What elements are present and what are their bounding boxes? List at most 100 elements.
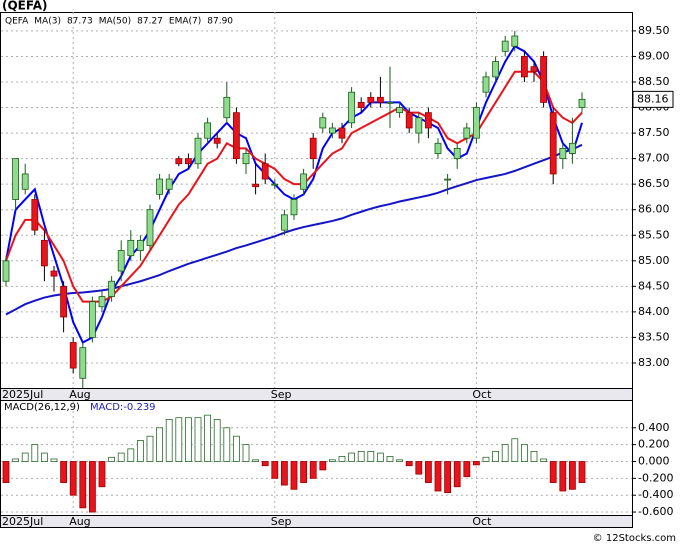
macd-bar	[242, 444, 250, 462]
x-tick-label: 2025Jul	[2, 388, 43, 401]
candle-body	[367, 96, 375, 103]
y-tick-label: 84.50	[638, 279, 670, 292]
candle-body	[69, 342, 77, 369]
candle-body	[530, 66, 538, 73]
candle-body	[434, 142, 442, 154]
macd-bar	[530, 450, 538, 462]
macd-bar	[60, 461, 67, 483]
candle-body	[108, 280, 115, 297]
candle-body	[338, 127, 346, 139]
macd-bar	[569, 461, 576, 490]
macd-bar	[463, 461, 471, 478]
y-tick-label: 89.50	[638, 24, 670, 37]
x-tick-label: Sep	[271, 388, 292, 401]
macd-bar	[348, 452, 356, 462]
macd-bar	[405, 461, 413, 467]
macd-bar	[232, 435, 240, 462]
copyright: © 12Stocks.com	[593, 533, 676, 544]
legend-text: 87.90	[207, 17, 233, 27]
macd-bar	[261, 461, 269, 467]
macd-bar	[146, 435, 154, 462]
macd-bar	[444, 461, 452, 494]
candle-body	[376, 96, 384, 103]
legend-text: MA(50)	[99, 17, 131, 27]
macd-bar	[204, 414, 212, 462]
candle-body	[79, 347, 87, 379]
candle-body	[2, 260, 10, 282]
candle-body	[175, 158, 183, 165]
macd-bar	[396, 459, 404, 462]
candle-body	[261, 163, 269, 180]
macd-params: MACD(26,12,9)	[4, 402, 80, 413]
macd-bar	[194, 417, 202, 462]
y-tick-label: 0.400	[638, 421, 670, 434]
y-tick-label: -0.200	[638, 471, 673, 484]
candle-body	[280, 214, 288, 231]
y-tick-label: 87.00	[638, 152, 670, 165]
macd-bar	[319, 461, 327, 471]
macd-bar	[424, 461, 432, 483]
candle-body	[232, 112, 240, 160]
macd-bar	[290, 461, 298, 490]
macd-bar	[108, 456, 115, 462]
y-tick-label: 87.50	[638, 126, 670, 139]
macd-bar	[223, 427, 231, 462]
x-tick-label: Sep	[271, 515, 292, 528]
macd-bar	[300, 461, 308, 483]
y-tick-label: 84.00	[638, 305, 670, 318]
legend-text: QEFA	[5, 17, 29, 27]
macd-bar	[50, 458, 58, 462]
date-strip	[0, 388, 633, 401]
macd-bar	[472, 461, 480, 466]
macd-bar	[578, 461, 586, 483]
macd-bar	[31, 444, 39, 462]
macd-bar	[136, 440, 144, 462]
macd-bar	[521, 444, 528, 462]
macd-bar	[376, 452, 384, 462]
candle-body	[357, 102, 365, 108]
candle-body	[424, 112, 432, 129]
price-tag-label: 88.16	[637, 92, 669, 105]
candle-body	[223, 96, 231, 119]
y-tick-label: 83.50	[638, 330, 670, 343]
y-tick-label: -0.400	[638, 488, 673, 501]
date-strip	[0, 515, 633, 528]
candle-body	[463, 127, 471, 139]
candle-body	[348, 91, 356, 124]
candle-body	[319, 117, 327, 129]
candle-body	[146, 209, 154, 246]
macd-bar	[453, 461, 461, 488]
candle-body	[559, 148, 567, 160]
x-tick-label: Oct	[472, 515, 492, 528]
candle-body	[492, 61, 500, 78]
y-tick-label: 86.50	[638, 177, 670, 190]
candle-body	[12, 158, 20, 200]
candle-body	[549, 112, 557, 175]
candle-body	[60, 285, 67, 318]
candle-body	[415, 117, 423, 134]
chart-title: (QEFA)	[2, 0, 47, 13]
macd-bar	[338, 456, 346, 462]
candle-body	[41, 239, 48, 267]
y-tick-label: 0.200	[638, 438, 670, 451]
candle-body	[290, 199, 298, 216]
candle-body	[117, 250, 125, 272]
candle-body	[405, 112, 413, 129]
macd-bar	[21, 452, 29, 462]
y-tick-label: 89.00	[638, 49, 670, 62]
macd-bar	[252, 459, 260, 462]
macd-bar	[482, 456, 490, 462]
candle-body	[482, 76, 490, 93]
candle-body	[501, 40, 509, 52]
macd-bar	[156, 427, 164, 462]
macd-bar	[213, 418, 221, 462]
candle-body	[156, 178, 164, 195]
macd-bar	[415, 461, 423, 475]
macd-bar	[386, 456, 394, 462]
macd-bar	[89, 461, 96, 513]
candle-body	[136, 239, 144, 251]
candle-body	[444, 178, 452, 181]
y-tick-label: 83.00	[638, 356, 670, 369]
candle-body	[453, 148, 461, 160]
